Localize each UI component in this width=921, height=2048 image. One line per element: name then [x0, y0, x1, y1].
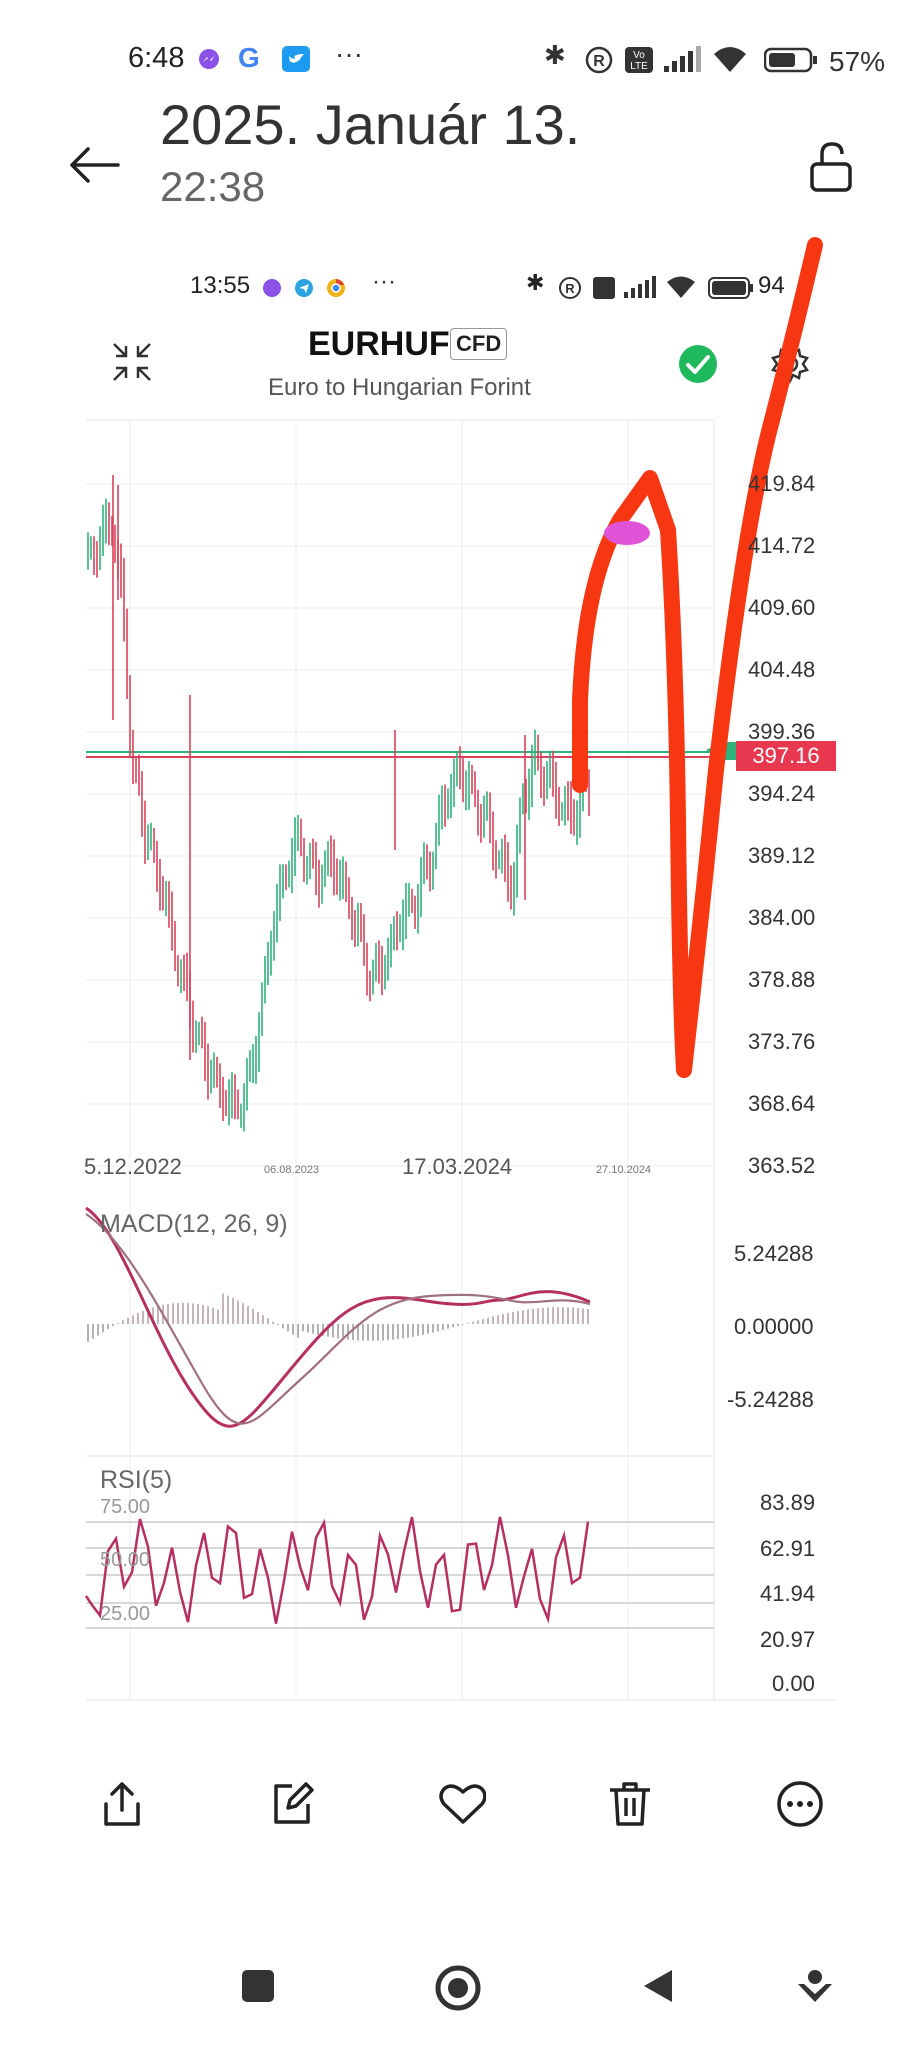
- y-tick: 394.24: [748, 781, 816, 806]
- symbol-name: EURHUF: [308, 325, 450, 363]
- y-tick: 373.76: [748, 1029, 816, 1054]
- cfd-badge: CFD: [450, 328, 508, 360]
- battery-percent: 57%: [829, 46, 886, 77]
- rsi-level: 50.00: [100, 1549, 151, 1571]
- y-tick: 389.12: [748, 843, 816, 868]
- inner-volte-icon: [593, 277, 615, 299]
- unlock-icon[interactable]: [806, 140, 856, 194]
- assistant-button[interactable]: [794, 1968, 836, 2006]
- chart-grid: [86, 419, 836, 1701]
- page-title: 2025. Január 13.: [160, 93, 581, 156]
- chrome-icon: [327, 279, 345, 297]
- page-subtitle: 22:38: [160, 163, 266, 210]
- twitter-icon: [282, 46, 310, 72]
- y-tick: 404.48: [748, 657, 816, 682]
- inner-battery-icon: [708, 277, 753, 299]
- inner-messenger-icon: [263, 279, 281, 297]
- inner-more-icon: ···: [372, 268, 396, 295]
- svg-text:Vo: Vo: [633, 50, 645, 61]
- inner-registered-icon: R: [559, 277, 581, 299]
- favorite-icon[interactable]: [438, 1780, 486, 1828]
- collapse-icon[interactable]: [110, 340, 154, 384]
- telegram-icon: [295, 279, 313, 297]
- x-tick: 17.03.2024: [402, 1154, 513, 1179]
- rsi-tick: 62.91: [760, 1536, 816, 1561]
- battery-icon: [764, 47, 817, 73]
- macd-panel: [85, 1206, 591, 1428]
- rsi-tick: 83.89: [760, 1490, 816, 1515]
- rsi-level: 75.00: [100, 1496, 151, 1518]
- svg-text:R: R: [565, 281, 575, 296]
- x-tick: 5.12.2022: [84, 1154, 182, 1179]
- current-price-label: 397.16: [736, 741, 836, 771]
- signal-icon: [664, 46, 701, 72]
- more-options-icon[interactable]: [776, 1780, 824, 1828]
- y-tick: 368.64: [748, 1091, 816, 1116]
- red-drawn-line: [572, 237, 823, 1078]
- macd-line: [85, 1206, 591, 1428]
- hand-drawn-annotation: [572, 237, 823, 1078]
- registered-icon: R: [585, 46, 613, 74]
- svg-text:LTE: LTE: [630, 61, 648, 72]
- verified-check-icon: [679, 345, 717, 383]
- y-tick: 409.60: [748, 595, 816, 620]
- inner-wifi-icon: [667, 276, 695, 298]
- inner-battery-percent: 94: [758, 272, 785, 299]
- signal-line: [85, 1213, 591, 1425]
- edit-icon[interactable]: [268, 1780, 316, 1828]
- bluetooth-icon: ✱: [544, 40, 566, 70]
- y-tick: 419.84: [748, 471, 816, 496]
- google-icon: G: [238, 42, 260, 73]
- inner-bluetooth-icon: ✱: [526, 270, 545, 295]
- wifi-icon: [714, 47, 746, 72]
- back-button[interactable]: [640, 1968, 676, 2004]
- rsi-line: [84, 1516, 590, 1624]
- macd-tick: 5.24288: [734, 1241, 814, 1266]
- rsi-tick: 20.97: [760, 1627, 816, 1652]
- home-button[interactable]: [434, 1964, 482, 2012]
- x-tick: 27.10.2024: [596, 1164, 652, 1176]
- messenger-icon: [199, 49, 219, 69]
- rsi-tick: 41.94: [760, 1581, 816, 1606]
- y-tick: 378.88: [748, 967, 816, 992]
- candlesticks: [87, 475, 590, 1132]
- y-tick: 414.72: [748, 533, 816, 558]
- symbol-description: Euro to Hungarian Forint: [268, 374, 531, 401]
- svg-text:R: R: [593, 53, 605, 70]
- rsi-tick: 0.00: [772, 1671, 815, 1696]
- macd-label: MACD(12, 26, 9): [100, 1210, 288, 1238]
- recents-button[interactable]: [240, 1968, 276, 2004]
- y-tick: 384.00: [748, 905, 816, 930]
- rsi-panel: [84, 1516, 714, 1629]
- inner-signal-icon: [624, 276, 656, 298]
- macd-tick: 0.00000: [734, 1314, 814, 1339]
- inner-status-time: 13:55: [190, 272, 251, 299]
- rsi-level: 25.00: [100, 1603, 151, 1625]
- status-time: 6:48: [128, 42, 185, 74]
- pink-marker: [604, 521, 650, 545]
- delete-icon[interactable]: [606, 1780, 654, 1828]
- y-tick: 399.36: [748, 719, 816, 744]
- macd-tick: -5.24288: [727, 1387, 814, 1412]
- more-dots-icon: ···: [335, 38, 363, 69]
- back-arrow-icon[interactable]: [68, 145, 120, 185]
- y-tick: 363.52: [748, 1153, 816, 1178]
- x-tick: 06.08.2023: [264, 1164, 320, 1176]
- rsi-label: RSI(5): [100, 1466, 173, 1494]
- share-icon[interactable]: [98, 1780, 146, 1828]
